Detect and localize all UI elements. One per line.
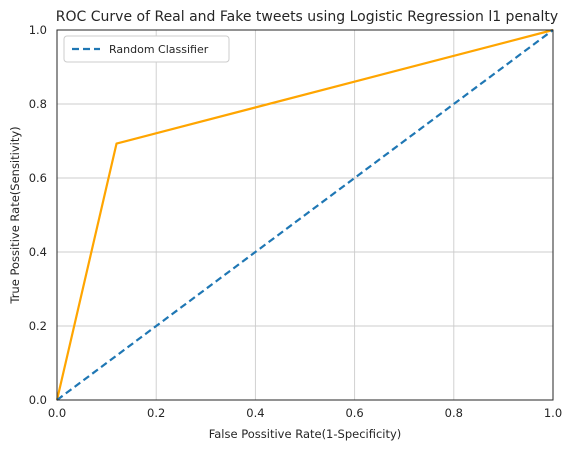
legend-label-random-classifier: Random Classifier	[109, 43, 209, 56]
x-tick-label-2: 0.4	[246, 406, 264, 420]
legend-box	[63, 35, 230, 63]
x-tick-label-1: 0.2	[147, 406, 165, 420]
roc-curve-line	[55, 28, 554, 401]
y-axis-label: True Possitive Rate(Sensitivity)	[8, 126, 22, 304]
y-tick-label-4: 0.8	[29, 97, 47, 111]
legend: Random Classifier	[63, 35, 230, 63]
x-tick-label-5: 1.0	[544, 406, 562, 420]
x-tick-label-3: 0.6	[345, 406, 363, 420]
tick-labels: 0.0 0.2 0.4 0.6 0.8 1.0 0.0 0.2 0.4 0.6 0.8 1.0	[29, 23, 562, 420]
chart-title: ROC Curve of Real and Fake tweets using …	[56, 9, 558, 25]
y-tick-label-0: 0.0	[29, 393, 47, 407]
x-axis-label: False Possitive Rate(1-Specificity)	[209, 427, 402, 441]
y-tick-label-3: 0.6	[29, 171, 47, 185]
plot-frame	[56, 29, 554, 401]
x-tick-label-0: 0.0	[48, 406, 66, 420]
y-tick-label-5: 1.0	[29, 23, 47, 37]
series-lines	[55, 28, 554, 401]
series-line-random-classifier	[56, 29, 554, 401]
y-tick-label-2: 0.4	[29, 245, 47, 259]
y-tick-label-1: 0.2	[29, 319, 47, 333]
x-tick-label-4: 0.8	[445, 406, 463, 420]
